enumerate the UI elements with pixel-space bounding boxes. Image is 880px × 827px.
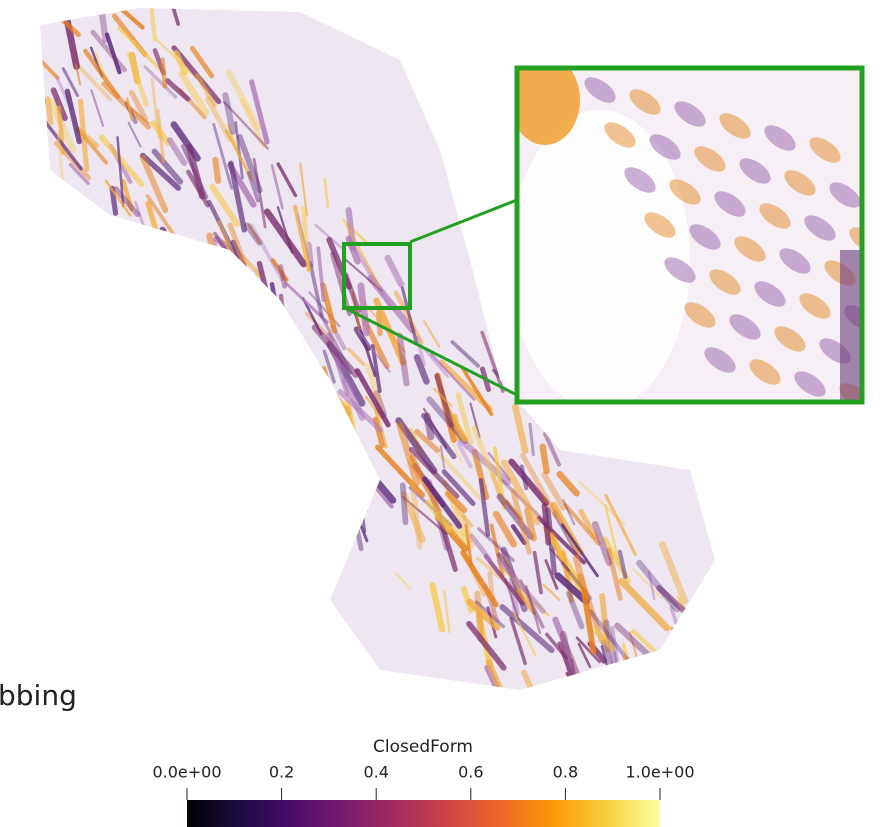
volume-stroke	[243, 332, 264, 350]
volume-stroke	[24, 40, 43, 102]
volume-stroke	[173, 240, 213, 297]
volume-stroke	[543, 447, 547, 471]
volume-stroke	[221, 349, 225, 401]
volume-stroke	[80, 207, 95, 274]
volume-stroke	[217, 262, 232, 299]
volume-stroke	[236, 292, 282, 340]
volume-stroke	[18, 40, 29, 101]
volume-stroke	[563, 698, 579, 713]
volume-stroke	[163, 60, 165, 87]
volume-stroke	[321, 443, 358, 486]
volume-stroke	[333, 452, 364, 510]
volume-stroke	[309, 372, 324, 408]
caption-fragment: bbing	[0, 679, 77, 712]
visualization: bbing ClosedForm 0.0e+00 0.2 0.4 0.6 0.8 1.0e…	[0, 0, 880, 827]
volume-stroke	[342, 500, 349, 544]
volume-stroke	[665, 664, 669, 685]
volume-stroke	[293, 344, 299, 412]
colorbar-tick-label: 1.0e+00	[625, 763, 694, 782]
colorbar-tick-label: 0.4	[363, 763, 388, 782]
screenshot: bbing ClosedForm 0.0e+00 0.2 0.4 0.6 0.8 1.0e…	[0, 0, 880, 827]
volume-stroke	[672, 628, 682, 649]
volume-stroke	[174, 251, 189, 286]
volume-stroke	[184, 274, 190, 318]
volume-stroke	[567, 673, 580, 697]
volume-stroke	[348, 481, 361, 549]
volume-stroke	[193, 280, 203, 319]
volume-stroke	[346, 426, 358, 479]
volume-stroke	[403, 485, 406, 522]
colorbar	[187, 800, 660, 827]
volume-stroke	[671, 607, 692, 672]
volume-stroke	[210, 284, 215, 315]
colorbar-tick-label: 0.8	[553, 763, 578, 782]
volume-stroke	[281, 341, 287, 394]
volume-stroke	[235, 305, 262, 331]
volume-stroke	[253, 284, 266, 304]
colorbar-tick-label: 0.6	[458, 763, 483, 782]
inset-blob	[865, 267, 880, 302]
volume-stroke	[34, 48, 42, 76]
volume-stroke	[216, 321, 261, 366]
volume-stroke	[48, 99, 51, 123]
volume-stroke	[277, 368, 295, 399]
volume-stroke	[674, 646, 689, 698]
volume-stroke	[102, 214, 108, 279]
volume-stroke	[227, 305, 230, 335]
volume-stroke	[215, 160, 218, 181]
volume-stroke	[250, 314, 266, 334]
volume-stroke	[0, 72, 30, 117]
volume-stroke	[163, 230, 182, 291]
volume-stroke	[272, 310, 280, 344]
volume-stroke	[13, 87, 43, 141]
volume-stroke	[240, 309, 280, 354]
volume-stroke	[227, 259, 239, 286]
volume-stroke	[602, 677, 633, 727]
volume-stroke	[309, 458, 322, 506]
volume-stroke	[16, 81, 30, 98]
volume-stroke	[237, 287, 272, 328]
volume-stroke	[2, 118, 25, 143]
colorbar-tick-label: 0.0e+00	[152, 763, 221, 782]
volume-stroke	[101, 7, 105, 40]
volume-stroke	[193, 256, 230, 291]
volume-stroke	[242, 304, 252, 363]
volume-stroke	[265, 356, 270, 401]
volume-stroke	[626, 658, 639, 685]
volume-stroke	[677, 597, 703, 640]
colorbar-title: ClosedForm	[373, 737, 473, 757]
volume-stroke	[239, 288, 247, 317]
volume-stroke	[15, 11, 23, 30]
volume-stroke	[182, 255, 197, 275]
volume-stroke	[0, 54, 7, 95]
volume-stroke	[127, 248, 135, 297]
colorbar-tick-label: 0.2	[269, 763, 294, 782]
volume-stroke	[341, 476, 367, 541]
volume-stroke	[27, 44, 33, 106]
volume-stroke	[225, 340, 244, 376]
volume-stroke	[672, 692, 710, 746]
volume-stroke	[208, 275, 222, 320]
volume-stroke	[229, 347, 247, 386]
volume-stroke	[5, 65, 27, 128]
volume-stroke	[573, 685, 606, 745]
volume-stroke	[166, 299, 187, 322]
volume-stroke	[102, 231, 124, 266]
volume-stroke	[659, 654, 667, 708]
volume-stroke	[239, 282, 255, 320]
volume-stroke	[262, 328, 302, 378]
volume-stroke	[186, 249, 236, 292]
